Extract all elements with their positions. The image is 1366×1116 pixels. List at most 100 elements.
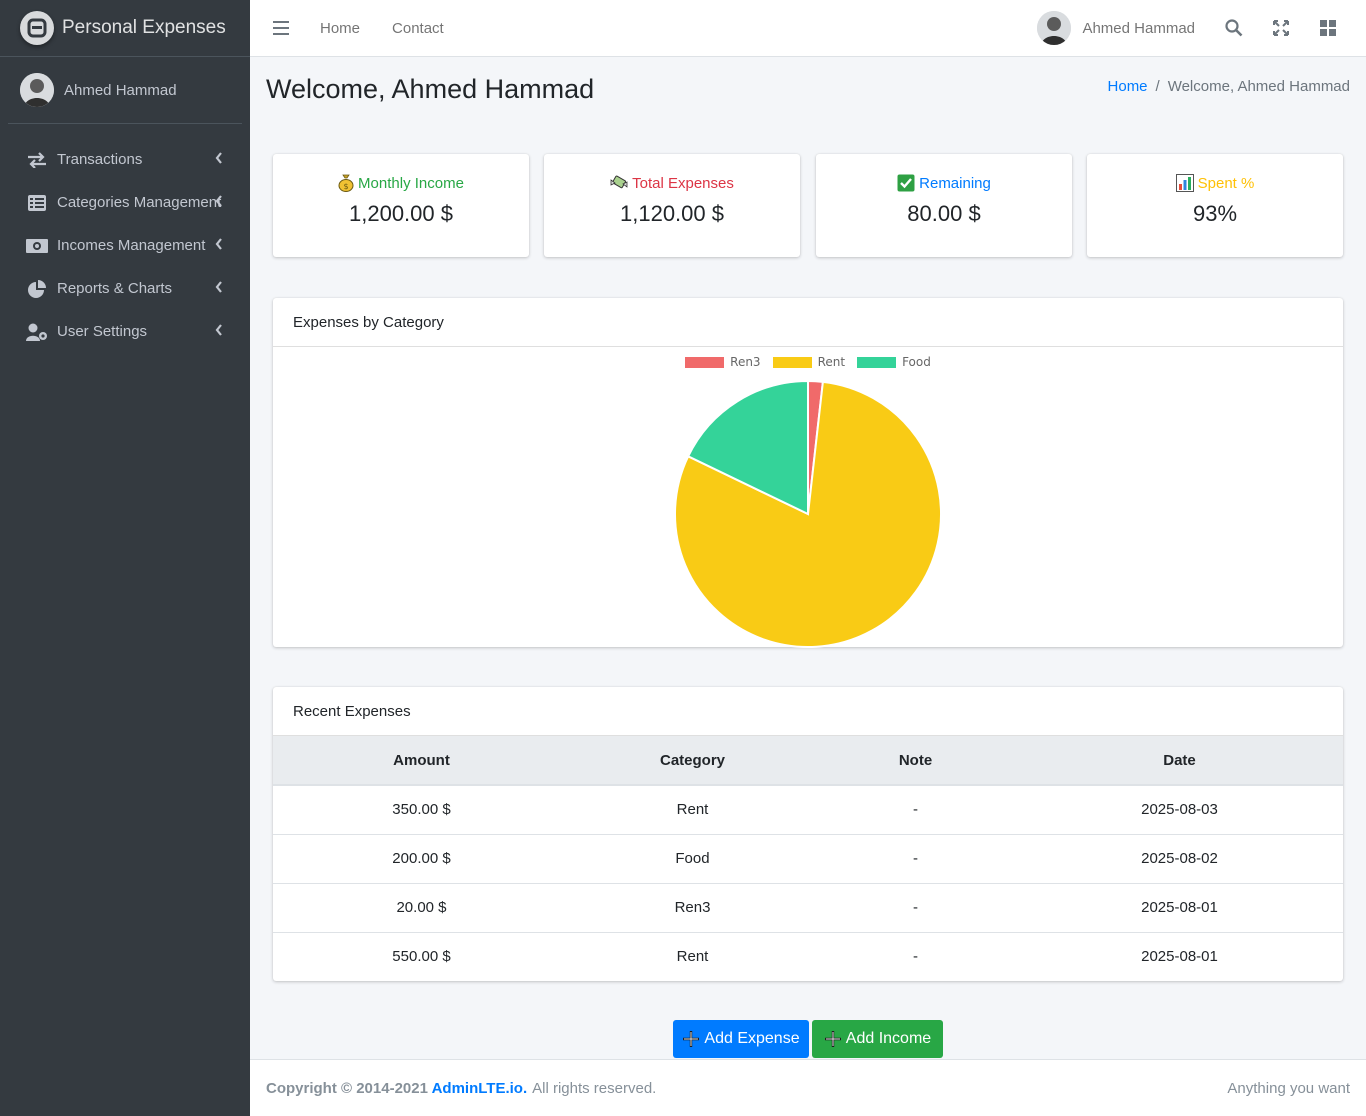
nav-contact-link[interactable]: Contact (392, 19, 444, 37)
stat-card-monthly-income: $ Monthly Income 1,200.00 $ (273, 154, 529, 257)
chevron-left-icon (215, 324, 222, 336)
money-bill-icon (26, 237, 48, 255)
grid-icon[interactable] (1319, 19, 1337, 37)
cell-date: 2025-08-02 (1016, 833, 1343, 883)
sidebar-item-incomes[interactable]: Incomes Management (8, 224, 242, 267)
cell-note: - (815, 784, 1016, 834)
bar-chart-icon (1175, 174, 1194, 192)
legend-item-ren3[interactable]: Ren3 (685, 355, 761, 369)
sidebar-item-transactions[interactable]: Transactions (8, 138, 242, 181)
navbar-user-name[interactable]: Ahmed Hammad (1082, 19, 1195, 37)
recent-expenses-table: Amount Category Note Date 350.00 $ Rent … (273, 736, 1343, 981)
breadcrumb: Home / Welcome, Ahmed Hammad (1108, 78, 1350, 95)
add-income-label: Add Income (845, 1030, 932, 1047)
money-bag-icon: $ (338, 174, 354, 192)
money-wings-icon (610, 175, 628, 189)
sidebar-item-user-settings[interactable]: User Settings (8, 310, 242, 353)
stat-value: 1,200.00 $ (349, 201, 453, 226)
add-expense-button[interactable]: Add Expense (673, 1020, 809, 1058)
expenses-pie-chart (674, 379, 942, 648)
breadcrumb-current: Welcome, Ahmed Hammad (1167, 78, 1350, 95)
exchange-icon (26, 151, 48, 169)
legend-item-food[interactable]: Food (857, 355, 931, 369)
add-expense-label: Add Expense (704, 1030, 800, 1047)
stat-title: Total Expenses (544, 174, 800, 192)
legend-label: Food (902, 355, 931, 369)
fullscreen-icon[interactable] (1272, 19, 1290, 37)
cell-amount: 350.00 $ (273, 784, 570, 834)
footer-adminlte-link[interactable]: AdminLTE.io. (431, 1079, 528, 1097)
plus-icon (824, 1031, 841, 1047)
card-title: Expenses by Category (273, 298, 1343, 347)
recent-expenses-card: Recent Expenses Amount Category Note Dat… (273, 687, 1343, 981)
chevron-left-icon (215, 195, 222, 207)
avatar[interactable] (1037, 11, 1072, 45)
svg-text:$: $ (344, 182, 349, 191)
sidebar-user-name: Ahmed Hammad (64, 81, 177, 99)
expenses-by-category-card: Expenses by Category Ren3 Rent Food (273, 298, 1343, 648)
top-navbar: Home Contact Ahmed Hammad (250, 0, 1366, 57)
breadcrumb-home-link[interactable]: Home (1107, 78, 1148, 95)
footer-rights: All rights reserved. (532, 1079, 657, 1097)
legend-swatch (772, 356, 812, 368)
sidebar-user-panel[interactable]: Ahmed Hammad (8, 57, 242, 124)
brand-link[interactable]: Personal Expenses (0, 0, 250, 57)
column-header-note: Note (815, 736, 1016, 786)
table-header-row: Amount Category Note Date (273, 736, 1343, 786)
add-income-button[interactable]: Add Income (812, 1020, 943, 1058)
brand-title: Personal Expenses (62, 17, 226, 38)
brand-logo-icon (20, 11, 54, 45)
page-title: Welcome, Ahmed Hammad (266, 74, 595, 104)
card-title: Recent Expenses (273, 687, 1343, 736)
stat-card-spent-percent: Spent % 93% (1087, 154, 1343, 257)
breadcrumb-separator: / (1155, 78, 1160, 95)
sidebar-item-label: Transactions (57, 151, 143, 168)
cell-amount: 200.00 $ (273, 833, 570, 883)
sidebar-item-label: User Settings (57, 323, 148, 340)
cell-category: Rent (570, 931, 815, 981)
search-icon[interactable] (1225, 19, 1243, 37)
table-row: 20.00 $ Ren3 - 2025-08-01 (273, 882, 1343, 932)
nav-home-link[interactable]: Home (320, 19, 361, 37)
cell-amount: 550.00 $ (273, 931, 570, 981)
hamburger-menu-icon[interactable] (273, 21, 289, 35)
table-row: 350.00 $ Rent - 2025-08-03 (273, 784, 1343, 834)
sidebar-nav: Transactions Categories Management Incom… (0, 138, 250, 353)
user-cog-icon (26, 323, 48, 341)
stat-value: 93% (1192, 201, 1238, 226)
legend-label: Ren3 (730, 355, 761, 369)
sidebar-item-label: Incomes Management (57, 237, 206, 254)
chevron-left-icon (215, 152, 222, 164)
main-footer: Copyright © 2014-2021 AdminLTE.io. All r… (250, 1059, 1366, 1116)
stat-card-total-expenses: Total Expenses 1,120.00 $ (544, 154, 800, 257)
legend-swatch (685, 356, 725, 368)
chevron-left-icon (215, 281, 222, 293)
main-sidebar: Personal Expenses Ahmed Hammad Transacti… (0, 0, 250, 1116)
pie-slice-food[interactable] (686, 379, 809, 516)
column-header-date: Date (1016, 736, 1343, 786)
navbar-right: Ahmed Hammad (1037, 0, 1366, 56)
cell-note: - (815, 882, 1016, 932)
pie-chart-icon (26, 279, 48, 298)
cell-amount: 20.00 $ (273, 882, 570, 932)
sidebar-item-categories[interactable]: Categories Management (8, 181, 242, 224)
cell-note: - (815, 833, 1016, 883)
table-row: 550.00 $ Rent - 2025-08-01 (273, 931, 1343, 981)
check-mark-icon (897, 174, 915, 192)
sidebar-item-label: Reports & Charts (57, 280, 173, 297)
column-header-category: Category (570, 736, 815, 786)
chevron-left-icon (215, 238, 222, 250)
stat-title: Spent % (1087, 174, 1343, 192)
legend-swatch (857, 356, 897, 368)
table-row: 200.00 $ Food - 2025-08-02 (273, 833, 1343, 883)
stat-value: 80.00 $ (907, 201, 981, 226)
cell-date: 2025-08-03 (1016, 784, 1343, 834)
sidebar-item-reports[interactable]: Reports & Charts (8, 267, 242, 310)
footer-copyright: Copyright © 2014-2021 AdminLTE.io. (266, 1079, 528, 1097)
legend-label: Rent (817, 355, 846, 369)
legend-item-rent[interactable]: Rent (772, 355, 846, 369)
column-header-amount: Amount (273, 736, 570, 786)
cell-date: 2025-08-01 (1016, 931, 1343, 981)
sidebar-item-label: Categories Management (57, 194, 222, 211)
stat-value: 1,120.00 $ (620, 201, 724, 226)
